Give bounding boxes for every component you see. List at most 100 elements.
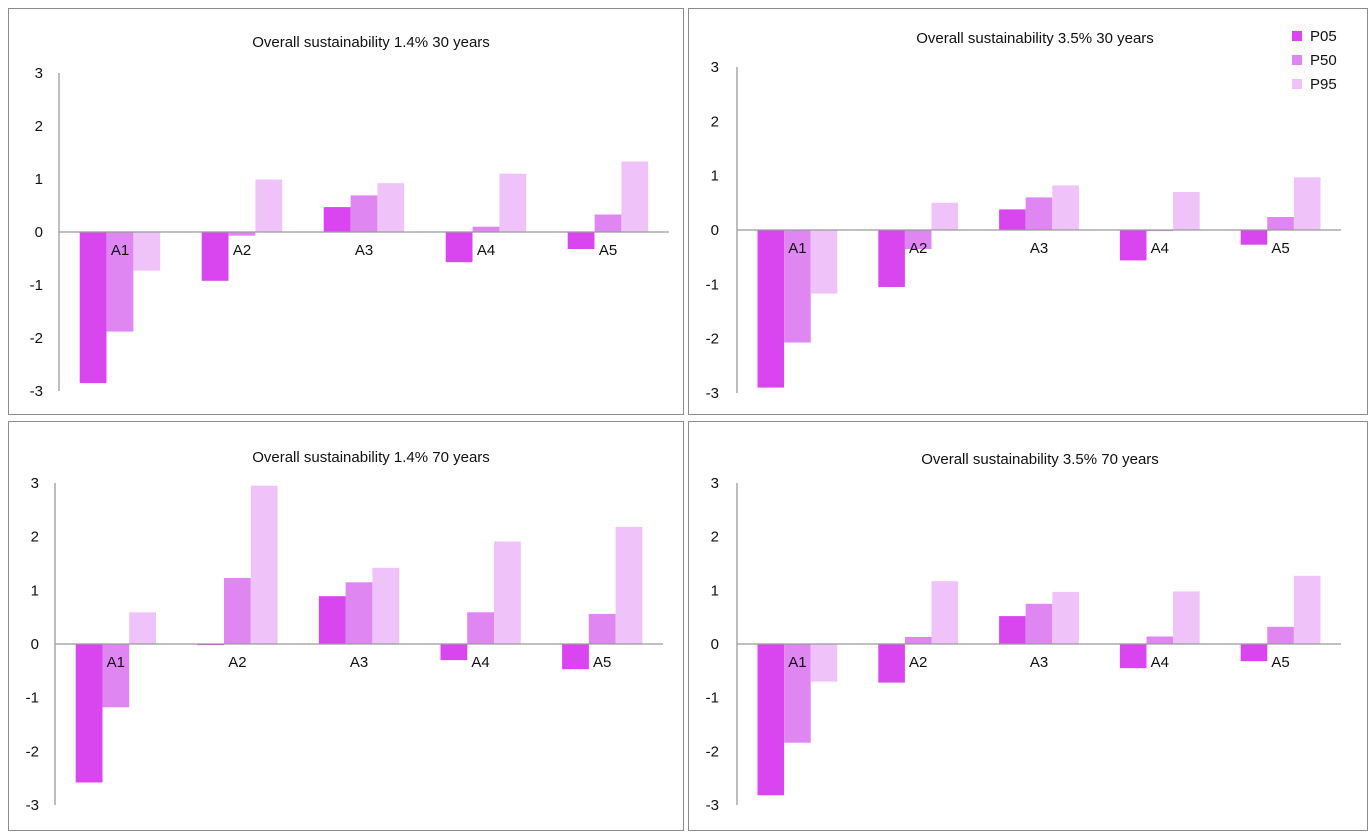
bar-p05-a2 (878, 230, 905, 287)
y-tick-label: 1 (711, 168, 719, 185)
chart-svg-bottom-right: Overall sustainability 3.5% 70 years 3 2 1 0… (706, 451, 1341, 814)
bar-p95-a4 (1173, 192, 1200, 230)
bar-p95-a2 (250, 485, 278, 644)
x-category-label: A3 (1030, 654, 1048, 671)
y-tick-label: 1 (31, 582, 39, 599)
y-tick-label: 1 (35, 171, 43, 188)
bar-p95-a3 (1052, 185, 1079, 230)
chart-title: Overall sustainability 3.5% 30 years (916, 30, 1154, 47)
bar-p05-a2 (878, 644, 905, 683)
x-category-label: A5 (1271, 240, 1289, 257)
y-tick-label: 3 (711, 475, 719, 492)
chart-panel-bottom-left: Overall sustainability 1.4% 70 years 3 2 1 0… (8, 421, 684, 831)
bar-p05-a4 (1119, 230, 1147, 261)
x-category-label: A1 (111, 242, 129, 259)
x-category-label: A5 (593, 654, 611, 671)
y-tick-label: 3 (31, 475, 39, 492)
y-tick-label: 0 (31, 636, 39, 653)
bar-p05-a4 (1119, 644, 1147, 669)
chart-svg-bottom-left: Overall sustainability 1.4% 70 years 3 2 1 0… (26, 449, 663, 814)
bar-p95-a3 (377, 183, 405, 232)
bar-p05-a3 (999, 209, 1026, 230)
bar-p05-a2 (201, 232, 229, 281)
bar-p50-a5 (1267, 217, 1294, 230)
bar-p95-a4 (1173, 591, 1200, 644)
bar-p95-a5 (615, 527, 643, 644)
bar-p50-a5 (594, 214, 622, 232)
y-tick-label: -2 (706, 331, 719, 348)
y-tick-label: -3 (706, 797, 719, 814)
bar-p05-a1 (79, 232, 107, 384)
y-tick-label: -2 (706, 743, 719, 760)
x-category-label: A1 (107, 654, 125, 671)
legend-item-p95: P95 (1292, 72, 1337, 96)
bar-p95-a2 (931, 581, 959, 644)
y-tick-label: 2 (31, 529, 39, 546)
x-category-label: A1 (788, 654, 806, 671)
y-tick-label: 0 (35, 224, 43, 241)
x-category-label: A2 (909, 654, 927, 671)
bar-p50-a2 (228, 232, 256, 236)
bar-p50-a3 (345, 582, 373, 644)
bar-p50-a1 (784, 230, 811, 343)
bar-p05-a1 (75, 644, 103, 783)
chart-title: Overall sustainability 3.5% 70 years (921, 451, 1159, 468)
y-tick-label: -1 (30, 277, 43, 294)
x-category-label: A4 (1151, 654, 1169, 671)
bar-p95-a1 (133, 232, 161, 271)
bar-p95-a4 (494, 541, 521, 644)
chart-panel-top-right: Overall sustainability 3.5% 30 years 3 2 1 0… (688, 8, 1368, 415)
bar-p05-a5 (562, 644, 589, 670)
x-category-label: A5 (599, 242, 617, 259)
x-category-label: A2 (228, 654, 246, 671)
bar-p50-a4 (1146, 636, 1174, 644)
bar-p95-a1 (810, 644, 838, 682)
bar-p50-a3 (1025, 197, 1053, 230)
bar-p50-a2 (904, 230, 932, 249)
bar-p95-a1 (129, 612, 156, 644)
bar-p95-a5 (621, 161, 649, 232)
bar-p95-a1 (810, 230, 838, 294)
bar-p05-a3 (999, 616, 1026, 644)
bar-p05-a4 (440, 644, 468, 661)
y-tick-label: 0 (711, 222, 719, 239)
bar-p05-a4 (445, 232, 473, 263)
x-category-label: A4 (471, 654, 489, 671)
bar-p95-a5 (1293, 177, 1321, 230)
bar-p05-a1 (757, 230, 785, 388)
bar-p05-a3 (323, 207, 351, 232)
legend-swatch-p95 (1292, 79, 1302, 89)
chart-panel-bottom-right: Overall sustainability 3.5% 70 years 3 2 1 0… (688, 421, 1368, 831)
bar-p95-a3 (372, 567, 400, 644)
y-tick-label: -2 (30, 330, 43, 347)
y-tick-label: -3 (30, 383, 43, 400)
x-category-label: A3 (355, 242, 373, 259)
bar-p95-a2 (255, 179, 283, 232)
x-category-label: A3 (350, 654, 368, 671)
legend: P05 P50 P95 (1292, 24, 1337, 96)
legend-item-p05: P05 (1292, 24, 1337, 48)
x-category-label: A1 (788, 240, 806, 257)
y-tick-label: 2 (711, 529, 719, 546)
bar-p05-a5 (1240, 644, 1268, 662)
chart-title: Overall sustainability 1.4% 70 years (252, 449, 490, 466)
bar-p50-a2 (224, 578, 251, 644)
y-tick-label: -3 (706, 385, 719, 402)
legend-item-p50: P50 (1292, 48, 1337, 72)
x-category-label: A4 (1151, 240, 1169, 257)
legend-label-p50: P50 (1310, 51, 1337, 69)
bar-p50-a5 (588, 613, 616, 644)
x-category-label: A2 (233, 242, 251, 259)
bar-p05-a1 (757, 644, 785, 796)
legend-label-p05: P05 (1310, 27, 1337, 45)
bar-p95-a5 (1293, 575, 1321, 644)
y-tick-label: -1 (706, 690, 719, 707)
bar-p50-a4 (472, 226, 500, 232)
legend-label-p95: P95 (1310, 75, 1337, 93)
bar-p50-a1 (106, 232, 134, 332)
y-tick-label: 0 (711, 636, 719, 653)
x-category-label: A2 (909, 240, 927, 257)
chart-svg-top-left: Overall sustainability 1.4% 30 years 3 2 1 0… (30, 34, 669, 400)
legend-swatch-p50 (1292, 55, 1302, 65)
bar-p50-a2 (904, 637, 932, 644)
